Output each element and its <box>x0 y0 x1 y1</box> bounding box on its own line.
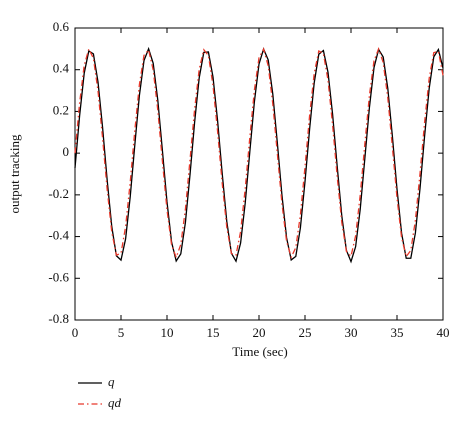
legend-label: qd <box>108 395 122 410</box>
x-tick-label: 0 <box>72 325 79 340</box>
x-axis-title: Time (sec) <box>232 344 288 359</box>
plot-frame <box>74 27 444 321</box>
x-tick-label: 20 <box>253 325 266 340</box>
x-tick-label: 5 <box>118 325 125 340</box>
x-tick-label: 15 <box>207 325 220 340</box>
line-series <box>74 46 444 260</box>
y-tick-label: 0.6 <box>53 19 70 34</box>
x-tick-label: 40 <box>437 325 450 340</box>
y-tick-label: -0.4 <box>48 228 69 243</box>
y-tick-label: -0.6 <box>48 269 69 284</box>
line-series <box>74 46 444 264</box>
y-tick-label: 0.2 <box>53 102 69 117</box>
x-tick-label: 25 <box>299 325 312 340</box>
x-tick-label: 35 <box>391 325 404 340</box>
x-tick-label: 30 <box>345 325 358 340</box>
y-tick-label: -0.8 <box>48 311 69 326</box>
y-tick-label: -0.2 <box>48 186 69 201</box>
y-tick-label: 0 <box>63 144 70 159</box>
y-axis-title: output tracking <box>7 134 22 214</box>
y-tick-label: 0.4 <box>53 61 70 76</box>
legend-label: q <box>108 374 115 389</box>
x-tick-label: 10 <box>161 325 174 340</box>
